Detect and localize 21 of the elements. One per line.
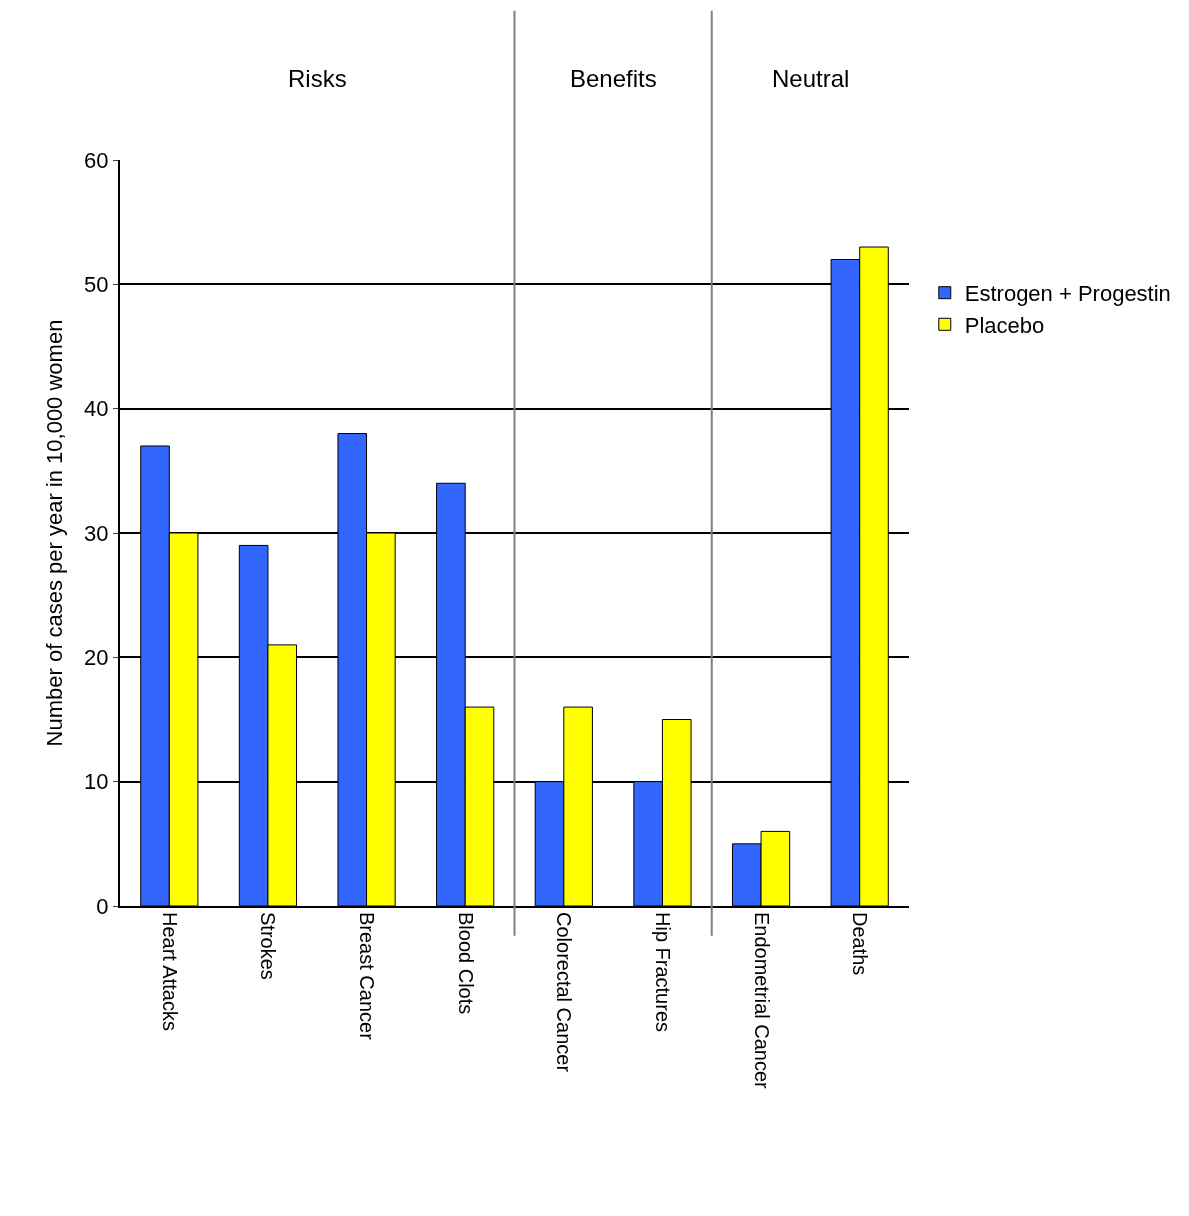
text: Risks <box>288 65 347 92</box>
x-tick-label: Endometrial Cancer <box>750 912 773 1090</box>
x-tick-label: Colorectal Cancer <box>553 912 576 1073</box>
y-tick-label: 20 <box>84 645 109 671</box>
legend-label: Estrogen + Progestin <box>964 281 1171 307</box>
x-tick-label: Blood Clots <box>454 912 477 1015</box>
text: Neutral <box>772 65 850 92</box>
y-tick-label: 60 <box>84 147 109 173</box>
x-tick-label: Hip Fractures <box>651 912 674 1033</box>
legend-label: Placebo <box>964 312 1045 338</box>
y-axis-title: Number of cases per year in 10,000 women <box>42 319 68 747</box>
x-tick-label: Strokes <box>257 912 280 980</box>
x-tick-label: Heart Attacks <box>158 912 181 1031</box>
y-tick-label: 0 <box>96 893 109 919</box>
y-tick-label: 50 <box>84 272 109 298</box>
text: Benefits <box>570 65 657 92</box>
x-tick-label: Breast Cancer <box>356 912 379 1041</box>
y-tick-label: 40 <box>84 396 109 422</box>
y-tick-label: 30 <box>84 520 109 546</box>
x-tick-label: Deaths <box>849 912 872 976</box>
y-tick-label: 10 <box>84 769 109 795</box>
